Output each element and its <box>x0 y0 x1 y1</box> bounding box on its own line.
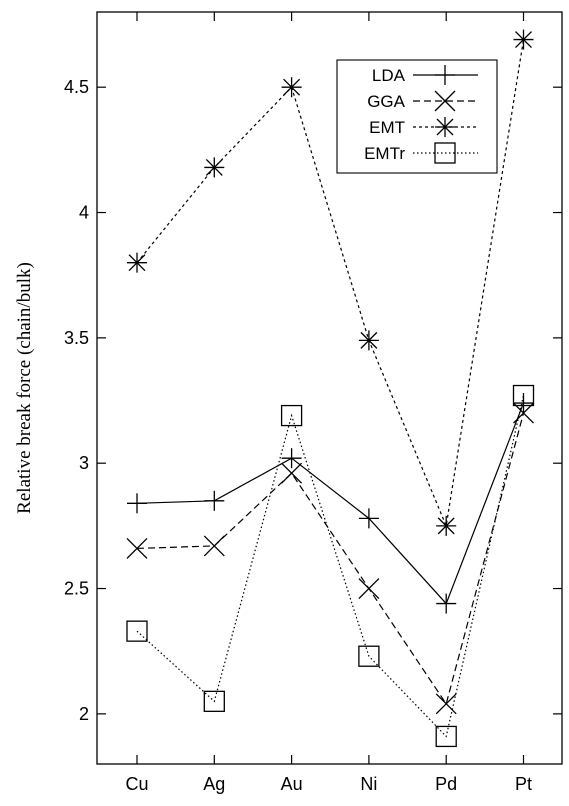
marker-stroke <box>128 254 146 272</box>
marker-stroke <box>126 537 148 559</box>
data-point <box>281 77 302 98</box>
data-point <box>280 404 303 427</box>
y-tick-label: 4.5 <box>64 77 89 97</box>
plot-frame <box>96 11 563 765</box>
data-point <box>513 393 534 414</box>
x-axis: Cu Ag Au Ni Pd Pt <box>125 12 532 794</box>
data-point <box>358 645 380 667</box>
data-point <box>513 402 534 424</box>
series-gga <box>126 402 534 715</box>
y-tick-label: 2.5 <box>64 579 89 599</box>
marker-stroke <box>436 118 454 136</box>
series-lda <box>127 393 534 614</box>
marker-stroke <box>434 90 456 112</box>
data-point <box>358 508 379 529</box>
marker-stroke <box>515 31 532 49</box>
marker-stroke <box>360 331 378 349</box>
data-point <box>204 490 225 511</box>
marker-square <box>126 620 148 642</box>
legend-marker <box>435 117 455 137</box>
y-tick-label: 2 <box>79 704 89 724</box>
legend-label: EMT <box>369 118 405 137</box>
data-point <box>126 620 148 642</box>
legend-box <box>336 59 498 174</box>
data-point <box>435 725 457 748</box>
x-tick-label: Cu <box>125 774 148 794</box>
data-point <box>203 690 225 712</box>
marker-stroke <box>283 78 301 96</box>
marker-square <box>203 690 225 712</box>
marker-stroke <box>203 535 225 557</box>
data-point <box>127 493 147 514</box>
series-emt <box>127 29 534 536</box>
series-layer <box>126 29 535 748</box>
y-axis-title: Relative break force (chain/bulk) <box>14 262 35 514</box>
legend: LDA GGA EMT EMTr <box>336 59 498 174</box>
series-emtr <box>126 384 535 748</box>
data-point <box>204 157 225 178</box>
series-line <box>136 402 525 605</box>
y-tick-label: 3 <box>79 453 89 473</box>
marker-stroke <box>205 158 223 176</box>
marker-square <box>358 645 380 667</box>
marker-stroke <box>437 517 455 535</box>
y-axis: 2 2.5 3 3.5 4 4.5 <box>64 77 562 724</box>
x-tick-label: Au <box>281 774 303 794</box>
legend-marker <box>434 90 456 112</box>
data-point <box>436 515 457 536</box>
marker-square <box>434 142 456 164</box>
marker-square <box>280 404 303 427</box>
data-point <box>436 593 457 614</box>
marker-stroke <box>281 462 303 484</box>
data-point <box>435 693 457 715</box>
y-tick-label: 4 <box>79 203 89 223</box>
legend-marker <box>434 142 456 164</box>
marker-square <box>435 725 457 748</box>
x-tick-label: Ni <box>360 774 377 794</box>
marker-stroke <box>358 578 380 599</box>
series-line <box>136 412 525 706</box>
series-line <box>136 39 525 529</box>
data-point <box>281 448 302 469</box>
data-point <box>512 384 535 407</box>
data-point <box>358 578 380 599</box>
legend-label: EMTr <box>364 144 405 163</box>
data-point <box>281 462 303 484</box>
data-point <box>203 535 225 557</box>
series-line <box>136 395 525 738</box>
y-tick-label: 3.5 <box>64 328 89 348</box>
legend-marker <box>435 65 455 85</box>
x-tick-label: Pt <box>515 774 532 794</box>
data-point <box>127 252 147 273</box>
x-tick-label: Ag <box>203 774 225 794</box>
legend-label: GGA <box>367 92 405 111</box>
data-point <box>358 330 379 351</box>
data-point <box>513 29 534 50</box>
marker-stroke <box>435 693 457 715</box>
marker-stroke <box>513 402 534 424</box>
legend-label: LDA <box>372 66 406 85</box>
x-tick-label: Pd <box>435 774 457 794</box>
marker-square <box>512 384 535 407</box>
data-point <box>126 537 148 559</box>
